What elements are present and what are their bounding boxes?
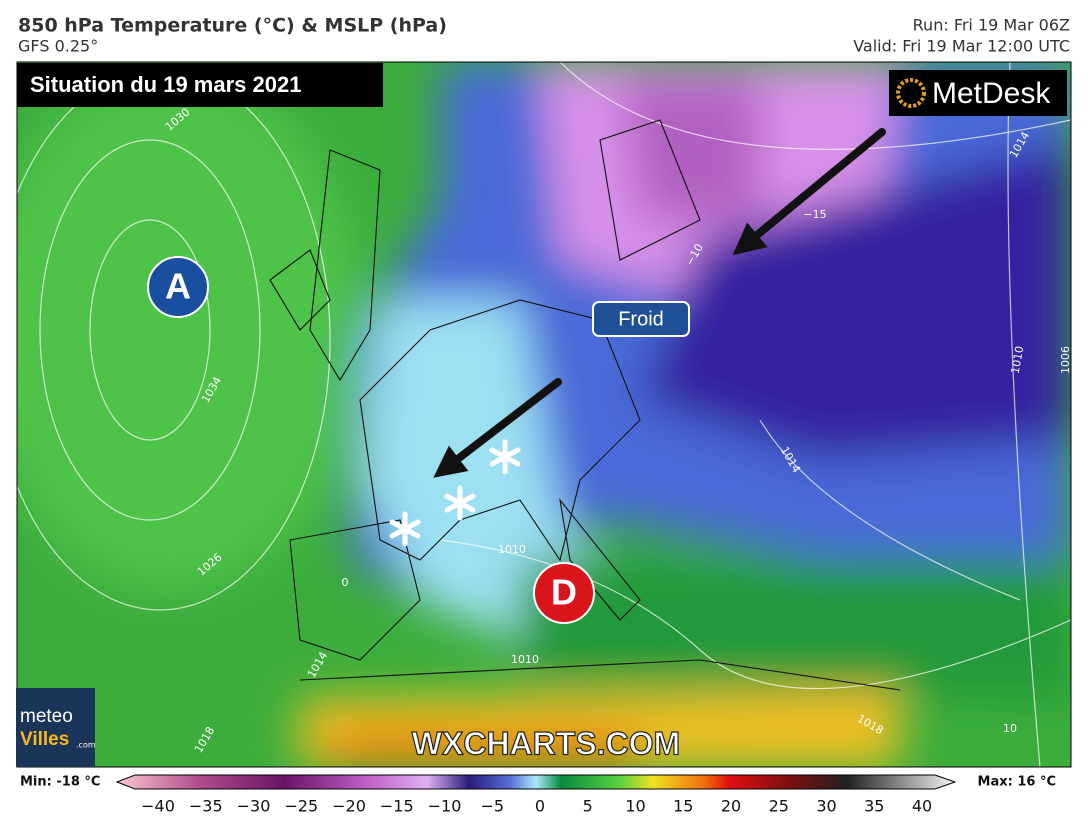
valid: Valid: Fri 19 Mar 12:00 UTC bbox=[853, 37, 1070, 56]
isobar-label: 0 bbox=[342, 576, 349, 589]
high-marker bbox=[147, 256, 209, 318]
colorbar-tick-label: 5 bbox=[583, 797, 593, 816]
logo-suffix: .com bbox=[76, 741, 96, 750]
colorbar-tick-label: −25 bbox=[284, 797, 318, 816]
froid: Froid bbox=[618, 308, 664, 330]
model: GFS 0.25° bbox=[18, 37, 98, 56]
map-field bbox=[17, 62, 1071, 767]
brand-icon bbox=[896, 78, 926, 108]
logo-line1: meteo bbox=[20, 706, 73, 727]
high-label: A bbox=[165, 266, 191, 307]
situation-box bbox=[17, 63, 383, 107]
cold-arrow bbox=[732, 128, 886, 256]
colorbar-tick-label: 20 bbox=[721, 797, 741, 816]
brand: MetDesk bbox=[932, 77, 1051, 110]
map-frame bbox=[16, 61, 1072, 768]
colorbar-tick-label: 30 bbox=[816, 797, 836, 816]
colorbar-tick-label: −5 bbox=[480, 797, 504, 816]
colorbar-tick-label: 0 bbox=[535, 797, 545, 816]
colorbar bbox=[115, 774, 957, 790]
isobar-label: 1010 bbox=[1009, 345, 1027, 375]
isobar-label: 1010 bbox=[511, 653, 539, 666]
colorbar-tick-label: 40 bbox=[912, 797, 932, 816]
run: Run: Fri 19 Mar 06Z bbox=[913, 16, 1070, 35]
colorbar-tick-label: −10 bbox=[428, 797, 462, 816]
colorbar-tick-label: 10 bbox=[625, 797, 645, 816]
cold-arrow bbox=[433, 378, 562, 478]
colorbar-tick-label: −30 bbox=[237, 797, 271, 816]
situation: Situation du 19 mars 2021 bbox=[30, 72, 301, 97]
isobar-label: 1010 bbox=[498, 543, 526, 556]
isobar-label: 10 bbox=[1003, 722, 1017, 735]
colorbar-tick-label: −15 bbox=[380, 797, 414, 816]
isobar-label: −15 bbox=[803, 208, 826, 221]
colorbar-tick-label: 25 bbox=[769, 797, 789, 816]
logo-line2: Villes bbox=[20, 729, 69, 750]
froid-box bbox=[592, 301, 690, 337]
title: 850 hPa Temperature (°C) & MSLP (hPa) bbox=[18, 15, 447, 37]
colorbar-tick-label: −40 bbox=[141, 797, 175, 816]
low-label: D bbox=[551, 572, 577, 613]
watermark: WXCHARTS.COM bbox=[412, 725, 680, 761]
colorbar-min: Min: -18 °C bbox=[20, 775, 100, 790]
isobar-label: 1006 bbox=[1059, 346, 1072, 374]
colorbar-tick-label: −35 bbox=[189, 797, 223, 816]
colorbar-tick-label: −20 bbox=[332, 797, 366, 816]
colorbar-tick-label: 35 bbox=[864, 797, 884, 816]
colorbar-tick-label: 15 bbox=[673, 797, 693, 816]
logo-box bbox=[16, 688, 95, 767]
brand-box bbox=[889, 70, 1067, 116]
colorbar-max: Max: 16 °C bbox=[978, 775, 1056, 790]
low-marker bbox=[533, 562, 595, 624]
snow-symbols bbox=[389, 439, 521, 547]
